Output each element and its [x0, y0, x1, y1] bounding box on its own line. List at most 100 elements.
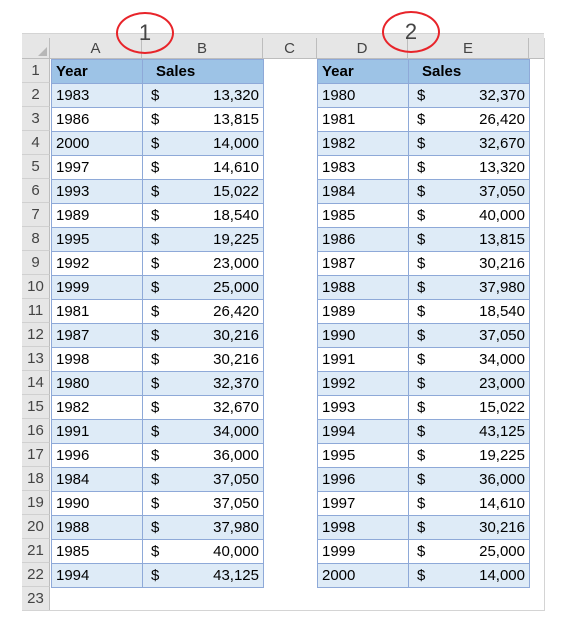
sales-cell[interactable]: $23,000 [143, 252, 264, 276]
year-cell[interactable]: 1988 [318, 276, 409, 300]
row-header[interactable]: 12 [22, 323, 50, 347]
row-header[interactable]: 16 [22, 419, 50, 443]
sales-cell[interactable]: $15,022 [143, 180, 264, 204]
year-cell[interactable]: 1998 [52, 348, 143, 372]
row-header[interactable]: 4 [22, 131, 50, 155]
year-cell[interactable]: 1980 [318, 84, 409, 108]
year-cell[interactable]: 1985 [52, 540, 143, 564]
sales-cell[interactable]: $13,815 [409, 228, 530, 252]
sales-cell[interactable]: $40,000 [143, 540, 264, 564]
year-cell[interactable]: 1992 [52, 252, 143, 276]
year-cell[interactable]: 1984 [318, 180, 409, 204]
column-header-e[interactable]: E [408, 38, 529, 59]
row-header[interactable]: 21 [22, 539, 50, 563]
sales-cell[interactable]: $30,216 [143, 348, 264, 372]
sales-cell[interactable]: $30,216 [409, 516, 530, 540]
year-cell[interactable]: 1980 [52, 372, 143, 396]
year-cell[interactable]: 1988 [52, 516, 143, 540]
sales-cell[interactable]: $32,370 [143, 372, 264, 396]
sales-cell[interactable]: $32,670 [143, 396, 264, 420]
row-header[interactable]: 17 [22, 443, 50, 467]
row-header[interactable]: 8 [22, 227, 50, 251]
year-cell[interactable]: 1996 [318, 468, 409, 492]
row-header[interactable]: 15 [22, 395, 50, 419]
year-cell[interactable]: 1997 [52, 156, 143, 180]
year-cell[interactable]: 1983 [318, 156, 409, 180]
sales-cell[interactable]: $43,125 [409, 420, 530, 444]
sales-cell[interactable]: $14,610 [143, 156, 264, 180]
row-header[interactable]: 22 [22, 563, 50, 587]
sales-cell[interactable]: $26,420 [143, 300, 264, 324]
year-cell[interactable]: 1999 [318, 540, 409, 564]
sales-cell[interactable]: $25,000 [409, 540, 530, 564]
header-sales-cell[interactable]: Sales [143, 60, 264, 84]
row-header[interactable]: 1 [22, 59, 50, 83]
year-cell[interactable]: 1981 [318, 108, 409, 132]
year-cell[interactable]: 1989 [318, 300, 409, 324]
year-cell[interactable]: 1982 [52, 396, 143, 420]
row-header[interactable]: 6 [22, 179, 50, 203]
row-header[interactable]: 19 [22, 491, 50, 515]
row-header[interactable]: 11 [22, 299, 50, 323]
sales-cell[interactable]: $19,225 [409, 444, 530, 468]
year-cell[interactable]: 1990 [318, 324, 409, 348]
sales-cell[interactable]: $34,000 [143, 420, 264, 444]
year-cell[interactable]: 1992 [318, 372, 409, 396]
row-header[interactable]: 20 [22, 515, 50, 539]
sales-cell[interactable]: $14,610 [409, 492, 530, 516]
sales-cell[interactable]: $37,050 [143, 468, 264, 492]
row-header[interactable]: 2 [22, 83, 50, 107]
sales-cell[interactable]: $14,000 [143, 132, 264, 156]
year-cell[interactable]: 1991 [318, 348, 409, 372]
year-cell[interactable]: 1986 [52, 108, 143, 132]
sales-cell[interactable]: $32,670 [409, 132, 530, 156]
year-cell[interactable]: 1984 [52, 468, 143, 492]
year-cell[interactable]: 1985 [318, 204, 409, 228]
sales-cell[interactable]: $37,980 [143, 516, 264, 540]
sales-cell[interactable]: $13,815 [143, 108, 264, 132]
year-cell[interactable]: 1999 [52, 276, 143, 300]
year-cell[interactable]: 1995 [52, 228, 143, 252]
year-cell[interactable]: 1990 [52, 492, 143, 516]
row-header[interactable]: 10 [22, 275, 50, 299]
row-header[interactable]: 23 [22, 587, 50, 610]
header-year-cell[interactable]: Year [52, 60, 143, 84]
year-cell[interactable]: 1986 [318, 228, 409, 252]
sales-cell[interactable]: $30,216 [143, 324, 264, 348]
sales-cell[interactable]: $37,050 [143, 492, 264, 516]
year-cell[interactable]: 2000 [318, 564, 409, 588]
year-cell[interactable]: 1991 [52, 420, 143, 444]
header-sales-cell[interactable]: Sales [409, 60, 530, 84]
sales-cell[interactable]: $13,320 [143, 84, 264, 108]
sales-cell[interactable]: $34,000 [409, 348, 530, 372]
year-cell[interactable]: 1998 [318, 516, 409, 540]
year-cell[interactable]: 1987 [318, 252, 409, 276]
column-header-b[interactable]: B [142, 38, 263, 59]
year-cell[interactable]: 1996 [52, 444, 143, 468]
sales-cell[interactable]: $14,000 [409, 564, 530, 588]
row-header[interactable]: 18 [22, 467, 50, 491]
select-all-corner[interactable] [22, 38, 50, 59]
year-cell[interactable]: 1993 [52, 180, 143, 204]
row-header[interactable]: 3 [22, 107, 50, 131]
sales-cell[interactable]: $40,000 [409, 204, 530, 228]
year-cell[interactable]: 1997 [318, 492, 409, 516]
year-cell[interactable]: 1983 [52, 84, 143, 108]
year-cell[interactable]: 2000 [52, 132, 143, 156]
sales-cell[interactable]: $26,420 [409, 108, 530, 132]
sales-cell[interactable]: $15,022 [409, 396, 530, 420]
year-cell[interactable]: 1989 [52, 204, 143, 228]
year-cell[interactable]: 1995 [318, 444, 409, 468]
sales-cell[interactable]: $30,216 [409, 252, 530, 276]
sales-cell[interactable]: $43,125 [143, 564, 264, 588]
sales-cell[interactable]: $37,050 [409, 180, 530, 204]
column-header-c[interactable]: C [263, 38, 317, 59]
sales-cell[interactable]: $37,050 [409, 324, 530, 348]
year-cell[interactable]: 1994 [52, 564, 143, 588]
sales-cell[interactable]: $19,225 [143, 228, 264, 252]
header-year-cell[interactable]: Year [318, 60, 409, 84]
year-cell[interactable]: 1994 [318, 420, 409, 444]
year-cell[interactable]: 1982 [318, 132, 409, 156]
sales-cell[interactable]: $32,370 [409, 84, 530, 108]
sales-cell[interactable]: $37,980 [409, 276, 530, 300]
